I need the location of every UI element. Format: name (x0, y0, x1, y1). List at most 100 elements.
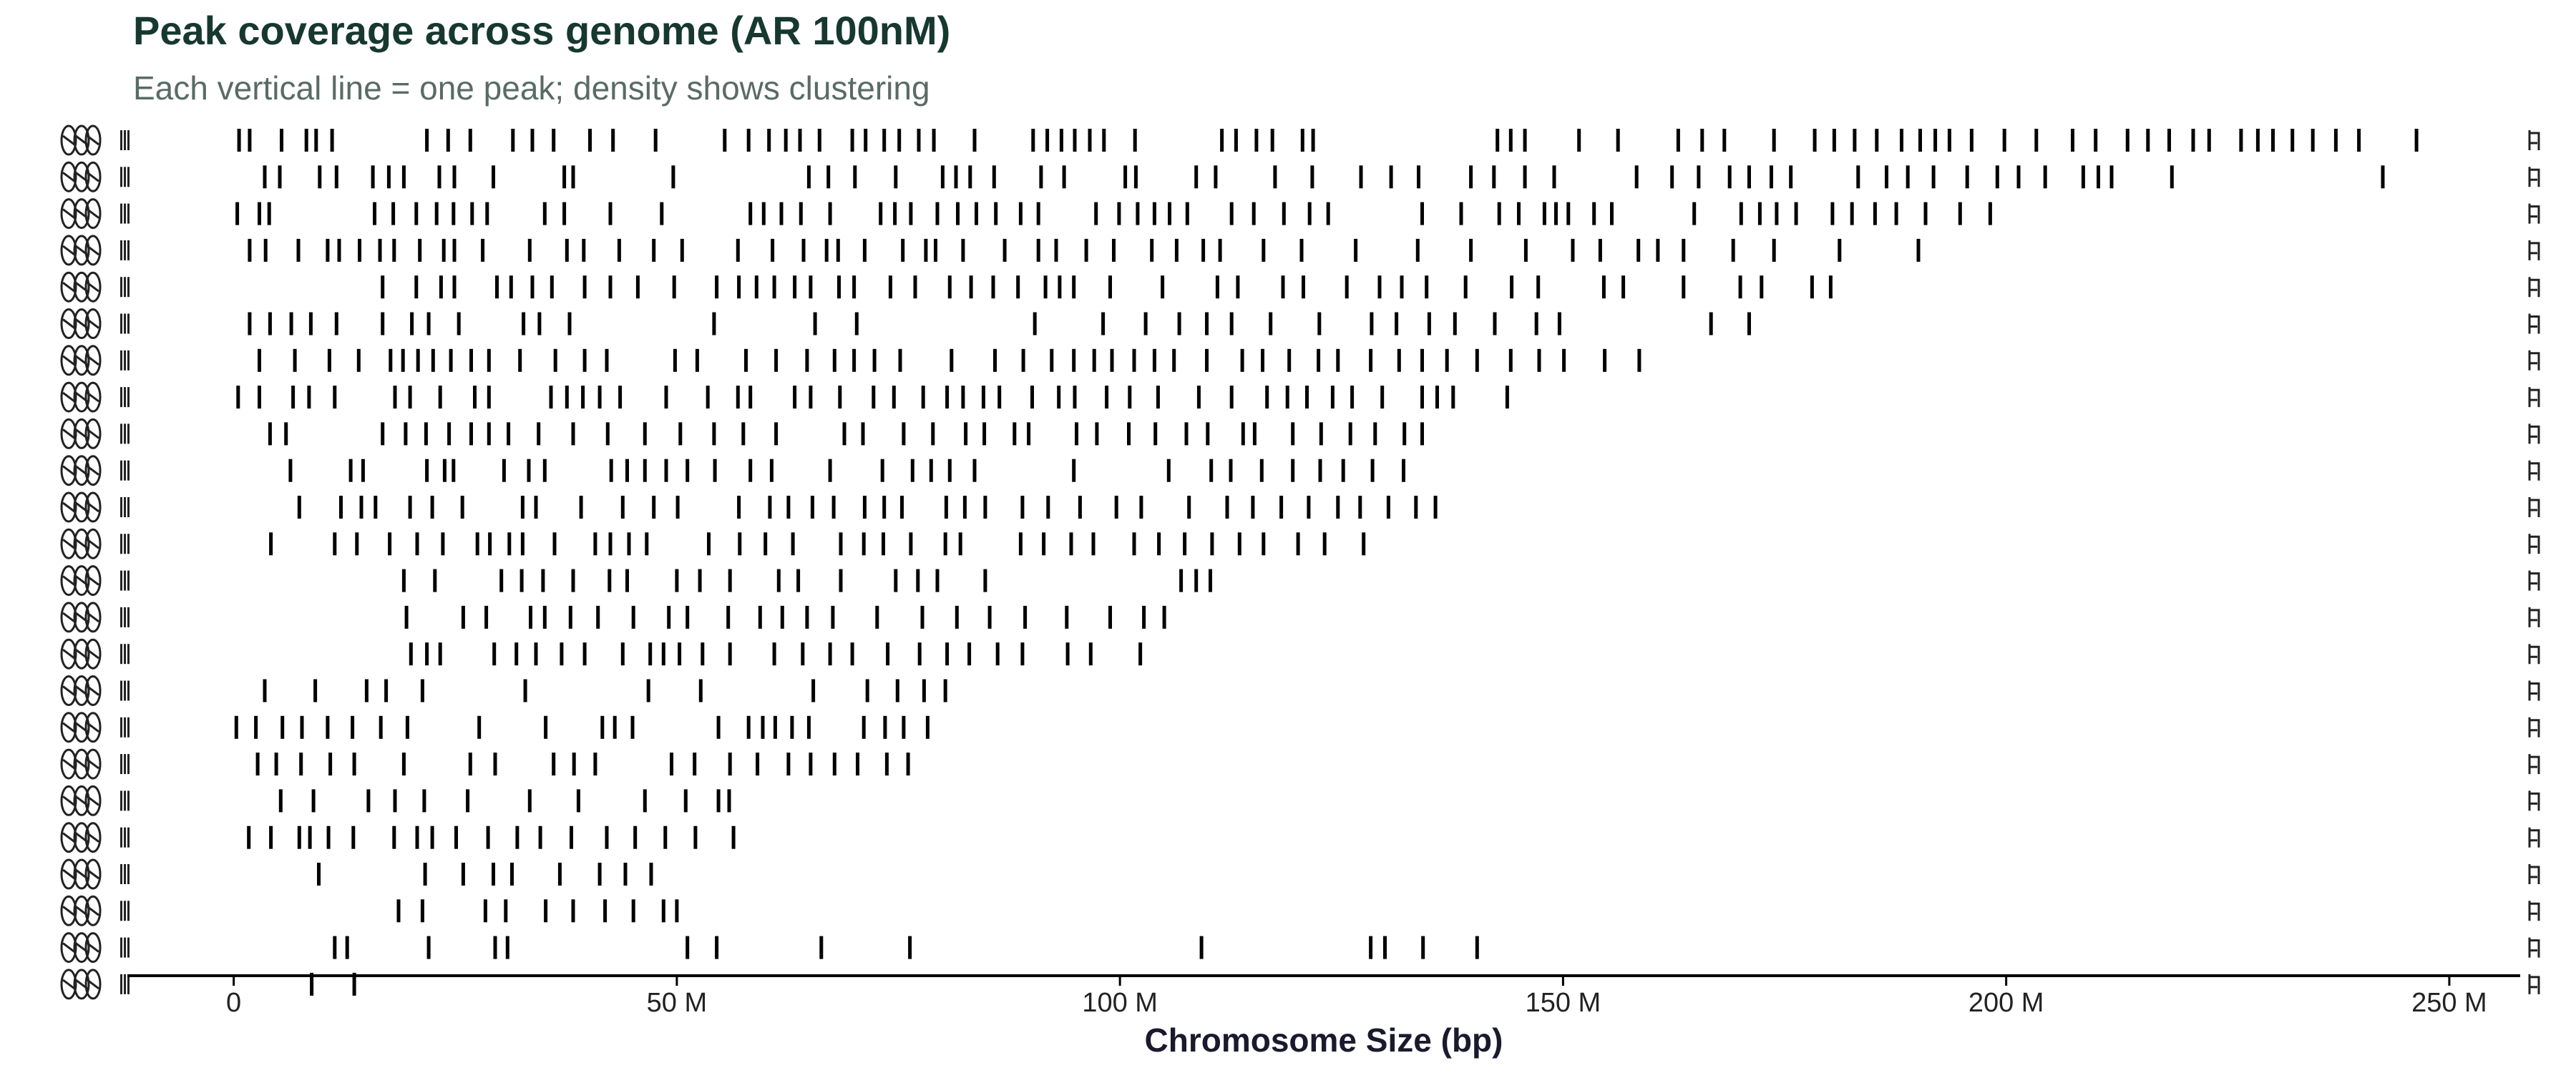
peak-mark (945, 642, 950, 666)
peak-mark (1273, 165, 1277, 189)
end-label-glyph (2528, 754, 2540, 775)
peak-mark (958, 532, 962, 556)
peak-mark (1229, 459, 1233, 482)
peak-mark (771, 238, 775, 262)
peak-mark (1377, 275, 1382, 299)
track-end-label (2528, 937, 2540, 958)
peak-mark (1420, 386, 1424, 409)
peak-mark (793, 275, 797, 299)
label-tick (127, 277, 130, 298)
peak-mark (894, 165, 898, 189)
peak-mark (1634, 165, 1639, 189)
peak-mark (434, 202, 439, 225)
peak-mark (1196, 386, 1201, 409)
peak-mark (582, 275, 587, 299)
peak-mark (576, 789, 580, 813)
peak-mark (1380, 386, 1385, 409)
peak-mark (510, 863, 514, 886)
peak-mark (247, 825, 251, 849)
peak-mark (371, 165, 375, 189)
peak-mark (790, 715, 794, 739)
end-label-glyph (2528, 240, 2540, 260)
label-glyph-stroke (87, 172, 99, 182)
peak-mark (439, 275, 443, 299)
peak-mark (492, 165, 495, 189)
peak-mark (1161, 275, 1165, 299)
peak-mark (1123, 165, 1128, 189)
peak-mark (2255, 129, 2260, 152)
label-glyph (73, 271, 90, 303)
peak-mark (1299, 238, 1304, 262)
peak-mark (608, 532, 613, 556)
label-glyph-stroke (87, 612, 99, 623)
track-label (60, 528, 130, 559)
peak-mark (405, 715, 409, 739)
label-tick (120, 387, 122, 408)
peak-mark (620, 642, 625, 666)
peak-mark (1311, 129, 1315, 152)
peak-mark (945, 386, 950, 409)
peak-mark (544, 899, 548, 923)
peak-mark (1637, 348, 1641, 372)
peak-mark (1995, 165, 1999, 189)
peak-mark (648, 642, 653, 666)
label-tick (127, 497, 130, 517)
peak-mark (1420, 422, 1424, 446)
chart-title: Peak coverage across genome (AR 100nM) (133, 8, 951, 53)
label-glyph-stroke (62, 134, 75, 146)
peak-mark (248, 129, 252, 152)
peak-mark (631, 899, 635, 923)
peak-mark (1031, 129, 1035, 152)
peak-mark (237, 129, 241, 152)
peak-mark (280, 715, 285, 739)
peak-mark (420, 679, 424, 702)
track-row (248, 238, 1921, 262)
peak-mark (477, 715, 482, 739)
peak-mark (568, 605, 572, 629)
peak-mark (1969, 129, 1974, 152)
peak-mark (2167, 129, 2171, 152)
label-glyph (73, 675, 90, 706)
peak-mark (1209, 459, 1214, 482)
peak-mark (916, 569, 920, 592)
peak-mark (1906, 165, 1910, 189)
peak-mark (925, 715, 930, 739)
peak-mark (737, 275, 741, 299)
peak-mark (693, 825, 698, 849)
peak-mark (514, 642, 519, 666)
peak-mark (693, 753, 697, 776)
label-glyph (73, 455, 90, 486)
label-glyph (84, 345, 102, 376)
peak-mark (1496, 129, 1500, 152)
label-glyph-stroke (62, 428, 75, 439)
peak-mark (1598, 238, 1602, 262)
peak-mark (527, 459, 531, 482)
peak-mark (872, 348, 877, 372)
peak-mark (485, 202, 489, 225)
peak-mark (541, 569, 545, 592)
label-glyph (84, 491, 102, 523)
label-glyph (60, 675, 77, 706)
label-glyph-stroke (87, 942, 99, 953)
peak-mark (716, 715, 721, 739)
peak-mark (1281, 275, 1285, 299)
peak-mark (484, 605, 489, 629)
peak-mark (972, 459, 977, 482)
peak-mark (356, 348, 361, 372)
label-tick (120, 130, 122, 150)
peak-mark (258, 386, 261, 409)
peak-mark (1133, 129, 1137, 152)
peak-mark (452, 238, 457, 262)
peak-mark (1317, 348, 1321, 372)
peak-mark (1002, 238, 1007, 262)
peak-mark (1397, 348, 1401, 372)
peak-mark (646, 679, 650, 702)
peak-mark (520, 496, 525, 519)
peak-mark (236, 386, 240, 409)
label-tick (127, 754, 130, 775)
peak-mark (470, 202, 474, 225)
label-tick (127, 460, 130, 481)
peak-mark (967, 642, 972, 666)
peak-mark (560, 642, 564, 666)
peak-mark (297, 496, 301, 519)
